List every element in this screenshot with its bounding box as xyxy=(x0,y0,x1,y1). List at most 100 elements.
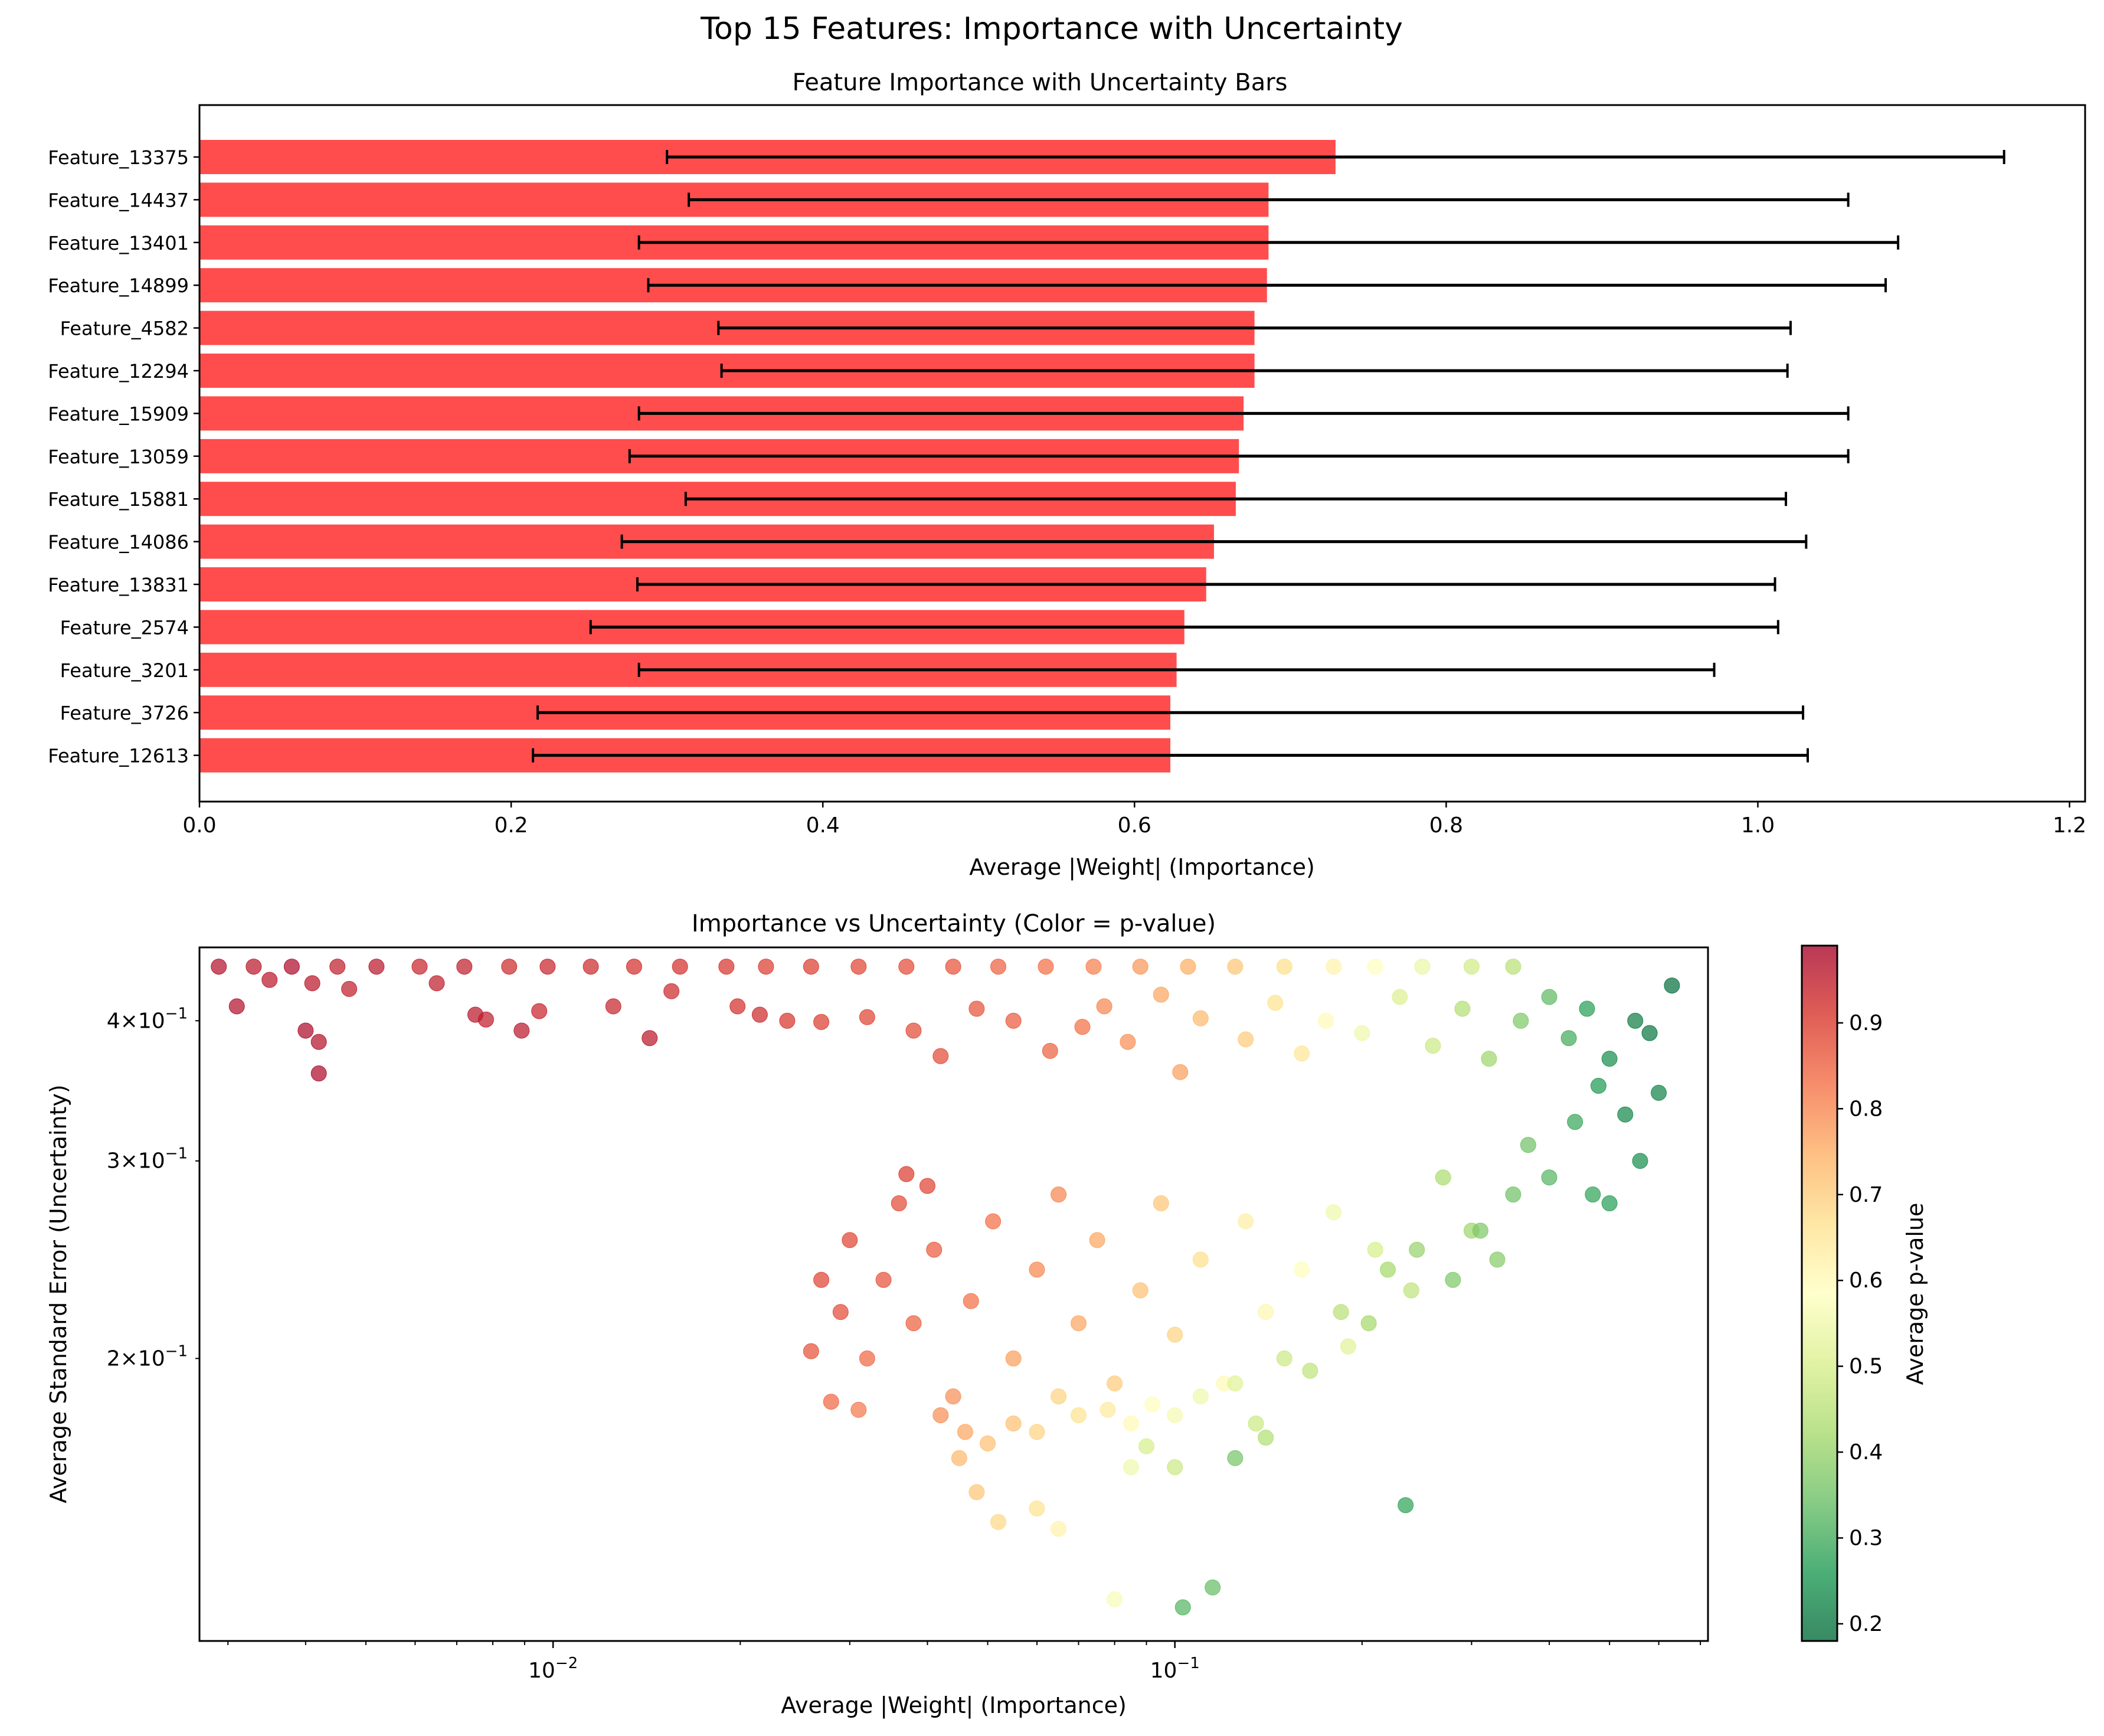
scatter-point xyxy=(1227,1375,1244,1392)
scatter-point xyxy=(1641,1025,1658,1041)
scatter-point xyxy=(968,1001,985,1017)
scatter-point xyxy=(539,959,556,975)
scatter-point xyxy=(926,1241,943,1258)
scatter-point xyxy=(283,959,300,975)
scatter-point xyxy=(813,1014,830,1030)
scatter-point xyxy=(945,959,961,975)
y-tick-label: Feature_13831 xyxy=(48,574,189,596)
colorbar-tick-label: 0.9 xyxy=(1849,1011,1883,1035)
scatter-x-axis-label: Average |Weight| (Importance) xyxy=(781,1692,1127,1719)
scatter-point xyxy=(1120,1034,1136,1050)
colorbar: 0.2 0.3 0.4 0.5 0.6 0.7 0.8 0.9 Average p-value xyxy=(1801,944,1928,1642)
scatter-point xyxy=(957,1424,973,1440)
scatter-point xyxy=(1579,1001,1595,1017)
scatter-point xyxy=(1617,1106,1634,1123)
scatter-point xyxy=(779,1012,796,1029)
scatter-point xyxy=(1445,1271,1461,1288)
scatter-point xyxy=(642,1030,658,1047)
scatter-point xyxy=(1326,959,1342,975)
scatter-point xyxy=(1360,1315,1377,1332)
scatter-point xyxy=(932,1048,949,1064)
scatter-point xyxy=(1005,1415,1022,1432)
y-tick-label: 4×10−1 xyxy=(107,1005,188,1033)
colorbar-tick-label: 0.6 xyxy=(1849,1269,1883,1293)
scatter-point xyxy=(1403,1282,1419,1299)
scatter-point xyxy=(1192,1388,1209,1405)
colorbar-tick-label: 0.7 xyxy=(1849,1183,1883,1207)
x-tick-label: 0.2 xyxy=(494,813,528,838)
y-tick-label: Feature_4582 xyxy=(60,318,189,340)
bar-x-axis-label: Average |Weight| (Importance) xyxy=(969,854,1315,881)
y-tick-label: Feature_14086 xyxy=(48,531,189,554)
scatter-point xyxy=(1132,1282,1148,1299)
scatter-point xyxy=(1205,1579,1221,1596)
y-tick-label: Feature_13059 xyxy=(48,446,189,468)
scatter-point xyxy=(1174,1599,1191,1616)
scatter-point xyxy=(304,975,320,992)
scatter-point xyxy=(1180,959,1196,975)
scatter-point xyxy=(228,998,245,1015)
scatter-point xyxy=(1541,989,1557,1005)
scatter-point xyxy=(1505,959,1521,975)
scatter-point xyxy=(1132,959,1148,975)
x-tick-label: 10−1 xyxy=(1150,1655,1200,1683)
scatter-point xyxy=(1318,1012,1334,1029)
y-tick-label: Feature_15881 xyxy=(48,488,189,511)
x-tick-label: 0.8 xyxy=(1429,813,1463,838)
scatter-point xyxy=(850,1401,867,1418)
scatter-point xyxy=(310,1034,327,1050)
scatter-point xyxy=(1590,1078,1606,1094)
scatter-point xyxy=(1248,1415,1264,1432)
scatter-point xyxy=(945,1388,961,1405)
scatter-point xyxy=(875,1271,892,1288)
scatter-point xyxy=(1051,1521,1067,1537)
x-tick-label: 0.6 xyxy=(1118,813,1151,838)
scatter-point xyxy=(859,1350,875,1366)
scatter-point xyxy=(968,1484,985,1500)
scatter-point xyxy=(1463,959,1480,975)
scatter-point xyxy=(718,959,735,975)
scatter-point xyxy=(1167,1459,1183,1476)
scatter-point xyxy=(1425,1038,1441,1054)
scatter-point xyxy=(531,1003,548,1019)
scatter-point xyxy=(1302,1362,1318,1379)
colorbar-gradient xyxy=(1802,946,1837,1641)
scatter-point xyxy=(1601,1051,1618,1067)
scatter-point xyxy=(1051,1186,1067,1203)
scatter-point xyxy=(1029,1500,1045,1517)
scatter-point xyxy=(663,983,680,999)
scatter-point xyxy=(411,959,428,975)
scatter-point xyxy=(891,1195,907,1212)
scatter-point xyxy=(1435,1169,1451,1186)
y-tick-label: Feature_2574 xyxy=(60,616,189,639)
scatter-point xyxy=(1585,1186,1601,1203)
colorbar-label: Average p-value xyxy=(1902,1203,1928,1385)
x-tick-label: 1.2 xyxy=(2053,813,2086,838)
scatter-point xyxy=(1472,1222,1488,1239)
scatter-point xyxy=(1071,1407,1087,1424)
scatter-point xyxy=(1258,1304,1274,1320)
y-tick-label: 2×10−1 xyxy=(107,1342,188,1371)
x-tick-label: 1.0 xyxy=(1741,813,1775,838)
scatter-point xyxy=(368,959,385,975)
scatter-point xyxy=(1367,959,1383,975)
colorbar-tick-label: 0.8 xyxy=(1849,1097,1883,1121)
scatter-point xyxy=(758,959,774,975)
colorbar-tick-label: 0.2 xyxy=(1849,1612,1883,1636)
scatter-point xyxy=(859,1009,875,1025)
scatter-point xyxy=(951,1450,967,1466)
y-tick-label: Feature_13401 xyxy=(48,232,189,254)
scatter-point xyxy=(1326,1204,1342,1221)
scatter-point xyxy=(1664,977,1680,994)
scatter-point xyxy=(1153,986,1169,1003)
scatter-point xyxy=(919,1178,935,1194)
scatter-point xyxy=(1651,1084,1667,1101)
scatter-chart-panel: Importance vs Uncertainty (Color = p-val… xyxy=(45,910,1709,1719)
scatter-point xyxy=(1276,1350,1292,1366)
y-tick-label: Feature_13375 xyxy=(48,146,189,169)
errorbar-layer xyxy=(532,150,2005,763)
scatter-point xyxy=(672,959,688,975)
scatter-point xyxy=(1074,1019,1091,1035)
scatter-point xyxy=(341,980,358,997)
